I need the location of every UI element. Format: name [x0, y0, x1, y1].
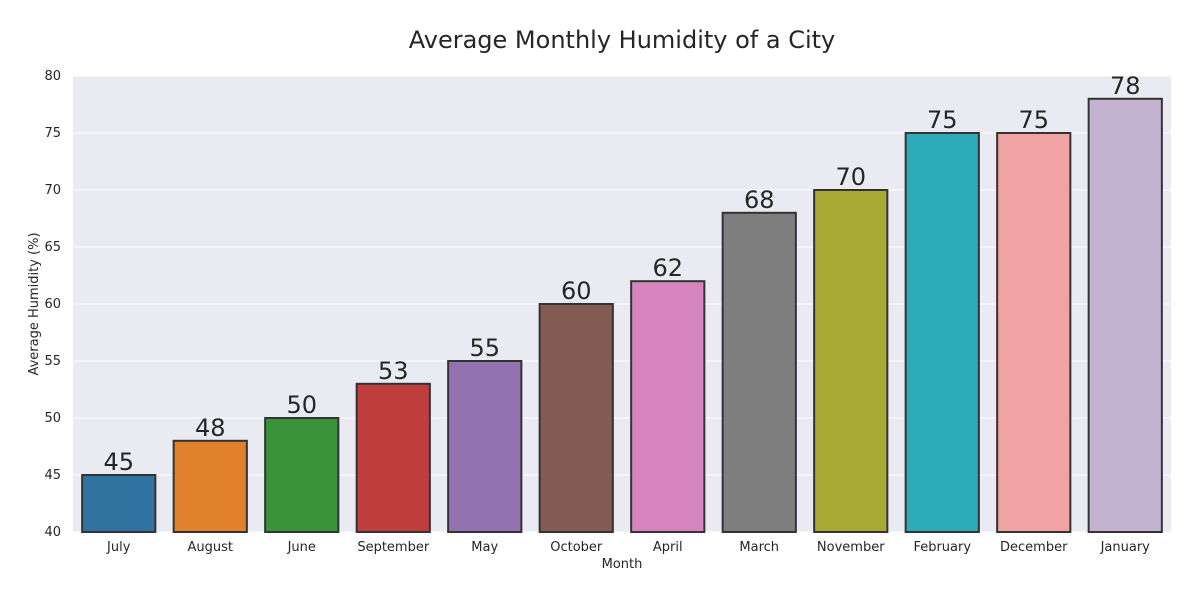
x-tick-label: September: [357, 540, 430, 555]
bar-value-label: 68: [744, 186, 775, 214]
x-tick-label: March: [739, 540, 779, 555]
y-tick-label: 50: [44, 411, 61, 426]
bar-value-label: 70: [835, 163, 866, 191]
x-tick-label: February: [913, 540, 971, 555]
x-tick-label: June: [287, 540, 316, 555]
x-tick-label: May: [471, 540, 498, 555]
y-axis-label: Average Humidity (%): [27, 232, 42, 375]
x-tick-label: November: [817, 540, 885, 555]
bar-value-label: 62: [652, 254, 683, 282]
y-tick-label: 65: [44, 240, 61, 255]
bar-value-label: 45: [103, 448, 134, 476]
x-tick-label: January: [1100, 540, 1151, 555]
bar-september: [355, 382, 431, 533]
x-tick-label: April: [653, 540, 683, 555]
bar-value-label: 75: [1018, 106, 1049, 134]
x-tick-label: July: [106, 540, 131, 555]
bar-april: [630, 280, 706, 534]
bar-value-label: 50: [286, 391, 317, 419]
y-tick-label: 80: [44, 69, 61, 84]
bar-value-label: 53: [378, 357, 409, 385]
x-axis-label: Month: [602, 557, 643, 572]
x-tick-label: August: [188, 540, 234, 555]
bar-december: [996, 132, 1072, 533]
chart-title: Average Monthly Humidity of a City: [409, 26, 836, 54]
y-tick-label: 60: [44, 297, 61, 312]
x-axis-ticks: July August June September May October April Ma…: [106, 540, 1150, 555]
y-tick-label: 70: [44, 183, 61, 198]
bar-march: [721, 211, 797, 534]
data-labels: 45 48 50 53 55 60 62 68 70 75 75 78: [103, 72, 1140, 476]
bar-value-label: 60: [561, 277, 592, 305]
y-axis-ticks: 40 45 50 55 60 65 70 75 80: [44, 69, 61, 540]
gridlines: [73, 75, 1171, 533]
bar-may: [447, 360, 523, 533]
y-tick-label: 75: [44, 126, 61, 141]
bars: [81, 97, 1163, 534]
bar-january: [1087, 97, 1163, 534]
bar-value-label: 48: [195, 414, 226, 442]
bar-value-label: 78: [1110, 72, 1141, 100]
bar-october: [538, 303, 614, 533]
bar-february: [904, 132, 980, 533]
y-tick-label: 55: [44, 354, 61, 369]
y-tick-label: 45: [44, 468, 61, 483]
y-tick-label: 40: [44, 525, 61, 540]
bar-november: [813, 189, 889, 533]
bar-june: [264, 417, 340, 533]
bar-value-label: 75: [927, 106, 958, 134]
x-tick-label: October: [550, 540, 603, 555]
bar-july: [81, 474, 157, 533]
x-tick-label: December: [1000, 540, 1068, 555]
bar-value-label: 55: [469, 334, 500, 362]
bar-august: [172, 439, 248, 533]
